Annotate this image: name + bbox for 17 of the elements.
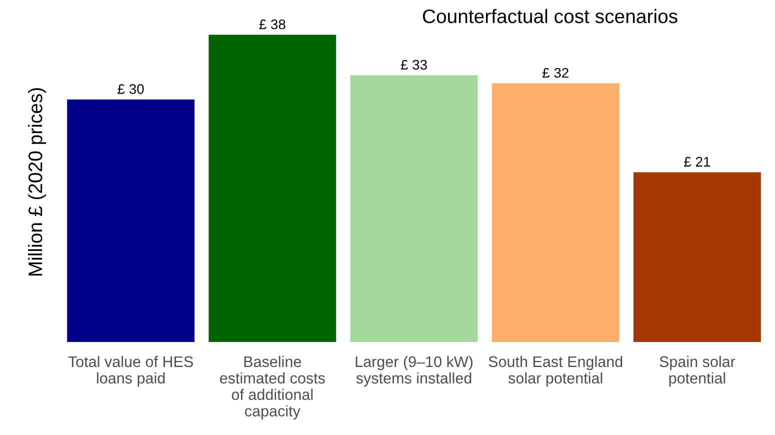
x-tick-label: Baseline estimated costs of additional capacity (220, 356, 325, 420)
data-label: £ 38 (259, 19, 286, 30)
x-tick-label: Total value of HES loans paid (68, 356, 193, 387)
bar (67, 99, 195, 342)
chart-title: Counterfactual cost scenarios (422, 8, 678, 24)
x-tick-label: Larger (9–10 kW) systems installed (356, 356, 472, 387)
data-label: £ 30 (118, 84, 144, 94)
data-label: £ 21 (684, 156, 710, 167)
bar (350, 75, 478, 342)
bar (492, 83, 620, 342)
x-tick-label: South East England solar potential (488, 356, 622, 387)
bar (633, 172, 761, 342)
y-axis-title: Million £ (2020 prices) (28, 88, 46, 276)
x-tick-label: Spain solar potential (660, 356, 736, 387)
bar (208, 34, 336, 342)
data-label: £ 32 (542, 68, 568, 78)
data-label: £ 33 (400, 60, 427, 70)
